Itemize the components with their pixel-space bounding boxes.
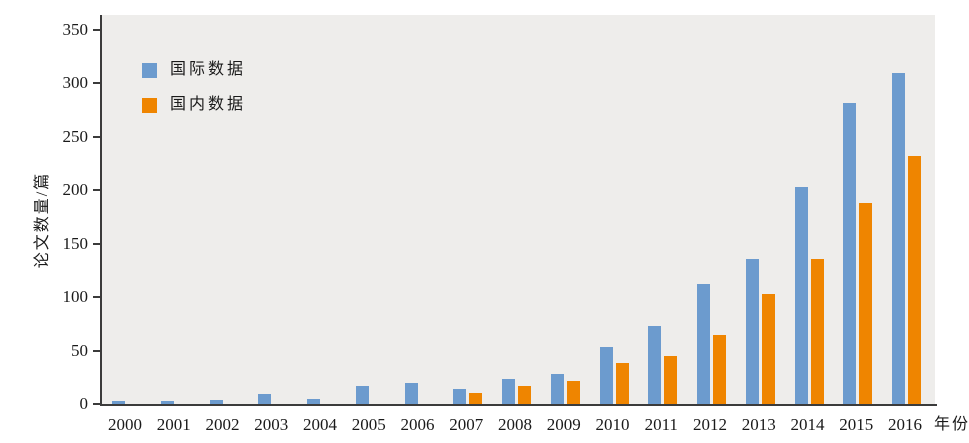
y-tick-label: 50 — [71, 340, 88, 360]
bar-group-2015 — [843, 15, 873, 404]
bar-国际数据-2000 — [112, 400, 125, 404]
x-tick-label: 2016 — [888, 415, 922, 434]
bar-group-2003 — [258, 15, 287, 404]
x-tick-label: 2010 — [595, 415, 630, 434]
y-tick-label: 0 — [79, 394, 89, 413]
bar-国内数据-2010 — [615, 363, 629, 404]
bar-国际数据-2010 — [599, 347, 613, 404]
bar-国内数据-2014 — [810, 258, 824, 404]
y-tick-label: 100 — [62, 287, 89, 307]
bar-group-2012 — [697, 15, 726, 404]
x-tick-label: 2006 — [400, 415, 435, 434]
legend-item: 国际数据 — [142, 62, 246, 78]
bar-国际数据-2012 — [697, 284, 710, 404]
x-tick-label: 2012 — [693, 415, 727, 434]
y-axis-line — [100, 15, 102, 406]
legend-label: 国内数据 — [170, 96, 247, 113]
bar-国际数据-2009 — [550, 374, 564, 404]
y-tick-label: 200 — [62, 180, 89, 200]
y-tick-mark — [93, 403, 100, 405]
x-tick-label: 2003 — [254, 415, 289, 434]
x-tick-label: 2014 — [790, 415, 825, 434]
x-tick-label: 2001 — [156, 415, 191, 434]
bar-group-2014 — [794, 15, 824, 404]
bar-group-2000 — [112, 15, 141, 404]
bar-group-2001 — [160, 15, 190, 404]
y-tick-mark — [93, 82, 100, 85]
legend-swatch-icon — [142, 62, 157, 78]
bar-国际数据-2008 — [502, 379, 515, 404]
x-tick-label: 2009 — [546, 415, 581, 434]
x-tick-label: 2011 — [644, 415, 678, 434]
x-tick-label: 2005 — [351, 415, 386, 434]
bar-group-2007 — [453, 15, 483, 404]
bar-国际数据-2001 — [160, 400, 174, 404]
x-tick-label: 2000 — [108, 415, 142, 434]
legend: 国际数据 国内数据 — [142, 62, 246, 113]
x-tick-label: 2007 — [449, 415, 484, 434]
y-tick-mark — [93, 135, 100, 138]
bar-国际数据-2011 — [648, 326, 662, 404]
y-tick-mark — [93, 242, 100, 245]
bar-国际数据-2003 — [258, 394, 272, 404]
bar-国际数据-2016 — [892, 72, 905, 404]
bar-国际数据-2006 — [404, 382, 418, 404]
bar-国际数据-2004 — [307, 398, 320, 404]
y-tick-mark — [93, 189, 100, 192]
bar-国内数据-2007 — [469, 393, 483, 404]
bar-国际数据-2007 — [453, 389, 467, 404]
bar-国内数据-2009 — [566, 380, 580, 404]
bar-国内数据-2016 — [908, 156, 921, 404]
bar-group-2013 — [745, 15, 775, 404]
x-tick-label: 2004 — [303, 415, 337, 434]
y-tick-label: 150 — [62, 233, 89, 253]
y-tick-mark — [93, 296, 100, 299]
bar-group-2011 — [648, 15, 678, 404]
legend-label: 国际数据 — [170, 61, 247, 78]
x-axis-line — [100, 404, 937, 406]
bar-国内数据-2012 — [713, 334, 726, 404]
y-tick-mark — [93, 28, 100, 31]
legend-item: 国内数据 — [142, 97, 246, 113]
bar-group-2004 — [307, 15, 336, 404]
y-tick-label: 300 — [62, 73, 89, 93]
y-tick-label: 250 — [62, 126, 89, 146]
x-tick-label: 2008 — [498, 415, 532, 434]
bar-group-2016 — [892, 15, 921, 404]
bar-国际数据-2013 — [745, 258, 759, 404]
x-tick-label: 2002 — [205, 415, 240, 434]
legend-swatch-icon — [142, 97, 157, 113]
bar-国际数据-2005 — [355, 385, 369, 404]
bar-group-2002 — [209, 15, 239, 404]
y-tick-mark — [93, 349, 100, 352]
bar-国内数据-2008 — [518, 385, 531, 404]
bar-国内数据-2013 — [761, 293, 775, 404]
y-tick-label: 350 — [62, 19, 89, 39]
bar-group-2005 — [355, 15, 385, 404]
bar-group-2010 — [599, 15, 629, 404]
bar-group-2009 — [550, 15, 580, 404]
bar-国际数据-2015 — [843, 102, 857, 404]
bar-国内数据-2011 — [664, 355, 678, 404]
bar-group-2006 — [404, 15, 434, 404]
bar-国际数据-2014 — [794, 187, 808, 404]
bar-国际数据-2002 — [209, 399, 223, 404]
x-axis-title: 年份 — [934, 416, 969, 433]
x-tick-label: 2015 — [839, 415, 874, 434]
bar-group-2008 — [502, 15, 531, 404]
bar-国内数据-2015 — [859, 203, 873, 404]
x-tick-label: 2013 — [741, 415, 776, 434]
